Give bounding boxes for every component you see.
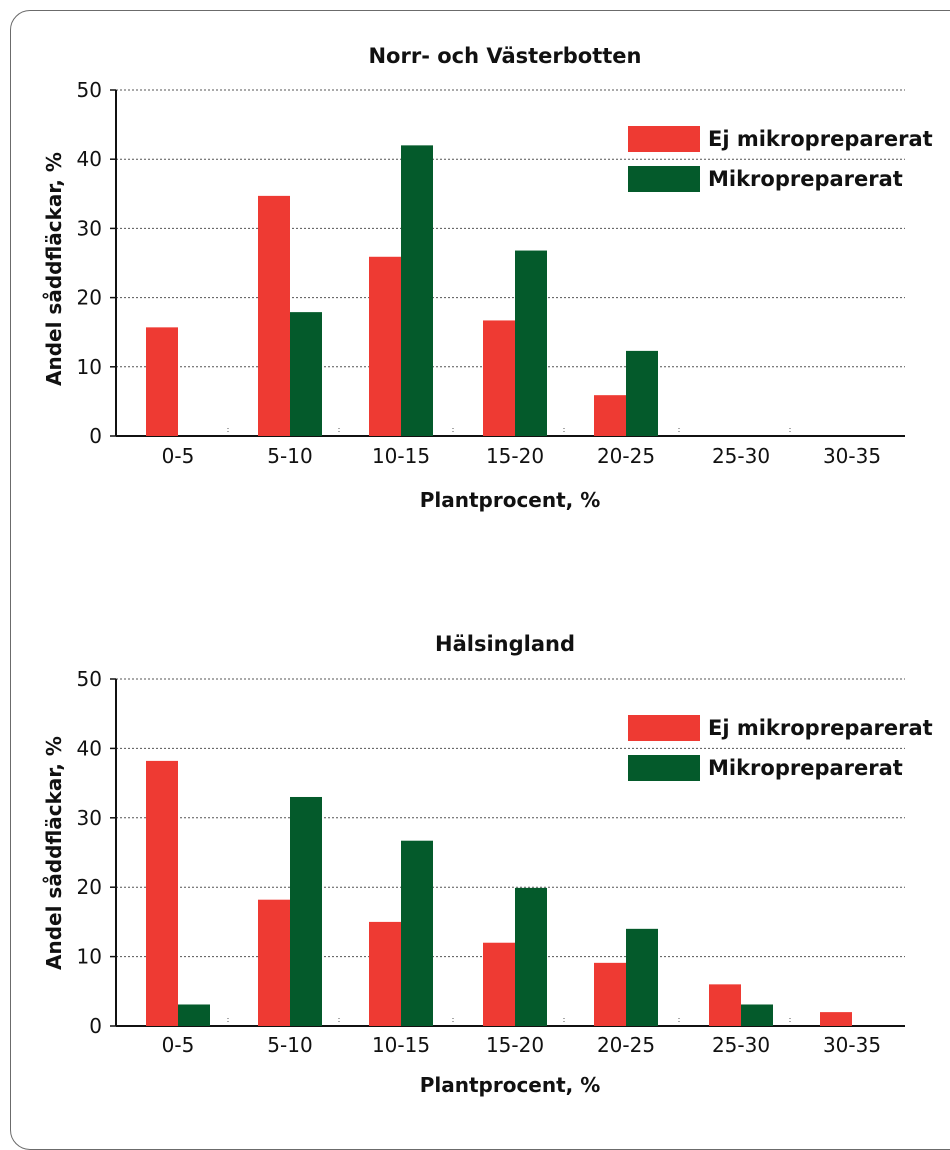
x-tick-label: 15-20 (486, 444, 544, 468)
legend-swatch (628, 715, 700, 741)
bar-mikropreparerat (515, 250, 547, 436)
legend-label: Ej mikropreparerat (708, 127, 933, 151)
bar-ej-mikropreparerat (594, 395, 626, 436)
plot-area: 0 10 20 30 40 50 0-5 5-10 10-15 15-20 20-25 25-30 30… (77, 78, 905, 468)
x-tick-label: 25-30 (712, 1033, 770, 1057)
bar-mikropreparerat (515, 887, 547, 1026)
x-tick-label: 30-35 (823, 444, 881, 468)
bar-ej-mikropreparerat (369, 921, 401, 1026)
y-tick-label: 30 (77, 806, 102, 830)
chart-norr-och-vasterbotten: Norr- och Västerbotten Andel sådd­fläcka… (0, 0, 950, 560)
x-tick-label: 0-5 (162, 444, 195, 468)
bar-ej-mikropreparerat (709, 984, 741, 1026)
bar-ej-mikropreparerat (146, 760, 178, 1026)
bar-mikropreparerat (741, 1004, 773, 1026)
y-tick-label: 0 (89, 1014, 102, 1038)
legend-swatch (628, 166, 700, 192)
y-tick-label: 30 (77, 216, 102, 240)
bar-mikropreparerat (290, 312, 322, 436)
chart-title: Norr- och Västerbotten (368, 44, 642, 68)
y-tick-label: 20 (77, 875, 102, 899)
x-tick-label: 5-10 (267, 444, 312, 468)
legend-swatch (628, 126, 700, 152)
plot-area: 0 10 20 30 40 50 0-5 5-10 10-15 15-20 20-25 25-30 30… (77, 667, 905, 1057)
x-tick-label: 10-15 (372, 1033, 430, 1057)
x-tick-label: 5-10 (267, 1033, 312, 1057)
bar-ej-mikropreparerat (594, 962, 626, 1026)
bar-ej-mikropreparerat (483, 942, 515, 1026)
y-tick-label: 40 (77, 736, 102, 760)
bar-mikropreparerat (401, 840, 433, 1026)
bar-mikropreparerat (290, 796, 322, 1026)
bar-ej-mikropreparerat (258, 899, 290, 1026)
x-tick-label: 30-35 (823, 1033, 881, 1057)
bar-ej-mikropreparerat (369, 256, 401, 436)
chart-halsingland: Hälsingland Andel sådd­fläckar, % 0 10 20 3… (42, 632, 933, 1097)
bar-mikropreparerat (626, 350, 658, 436)
x-axis-label: Plantprocent, % (419, 488, 601, 512)
y-tick-label: 50 (77, 667, 102, 691)
bar-ej-mikropreparerat (258, 195, 290, 436)
x-tick-label: 25-30 (712, 444, 770, 468)
legend-label: Mikropreparerat (708, 756, 903, 780)
legend-swatch (628, 755, 700, 781)
bar-mikropreparerat (626, 928, 658, 1026)
x-tick-label: 20-25 (597, 444, 655, 468)
legend-label: Mikropreparerat (708, 167, 903, 191)
y-tick-label: 50 (77, 78, 102, 102)
y-tick-label: 10 (77, 355, 102, 379)
bar-ej-mikropreparerat (820, 1012, 852, 1026)
x-tick-label: 20-25 (597, 1033, 655, 1057)
y-tick-label: 40 (77, 147, 102, 171)
bar-mikropreparerat (401, 145, 433, 437)
y-tick-label: 20 (77, 286, 102, 310)
bar-ej-mikropreparerat (483, 320, 515, 436)
chart-title: Hälsingland (435, 632, 575, 656)
legend-label: Ej mikropreparerat (708, 716, 933, 740)
bar-ej-mikropreparerat (146, 327, 178, 436)
y-tick-label: 0 (89, 424, 102, 448)
bar-mikropreparerat (178, 1004, 210, 1026)
x-tick-label: 0-5 (162, 1033, 195, 1057)
x-tick-label: 10-15 (372, 444, 430, 468)
x-tick-label: 15-20 (486, 1033, 544, 1057)
y-tick-label: 10 (77, 945, 102, 969)
x-axis-label: Plantprocent, % (419, 1073, 601, 1097)
